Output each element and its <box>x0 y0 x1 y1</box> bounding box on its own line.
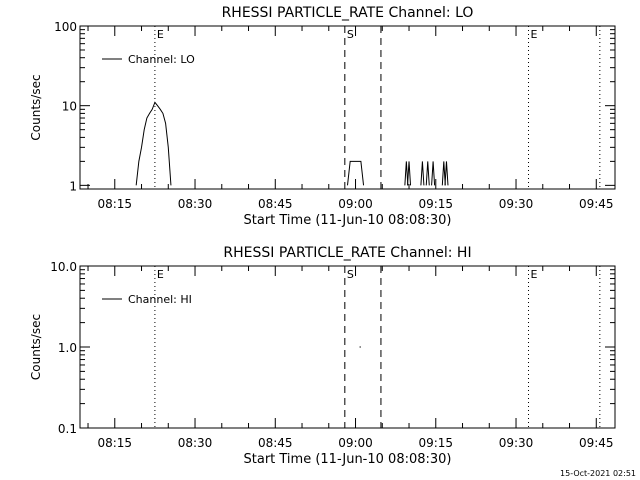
event-marker-label: S <box>347 268 354 281</box>
chart-panel-hi: RHESSI PARTICLE_RATE Channel: HI 0.1 1.0 10… <box>29 245 616 467</box>
chart-panel-lo: RHESSI PARTICLE_RATE Channel: LO 1 10 100 08… <box>29 5 616 228</box>
data-spike <box>407 161 412 186</box>
x-tick-label: 08:45 <box>258 197 293 211</box>
data-spike <box>404 161 409 186</box>
legend-label: Channel: LO <box>128 53 195 66</box>
event-marker-label: S <box>347 28 354 41</box>
y-axis-label: Counts/sec <box>29 314 43 380</box>
event-marker-label: E <box>157 268 164 281</box>
event-marker-label: E <box>531 268 538 281</box>
x-axis-label: Start Time (11-Jun-10 08:08:30) <box>244 452 452 467</box>
x-tick-label: 09:00 <box>338 436 373 450</box>
x-tick-label: 08:30 <box>178 197 213 211</box>
x-tick-label: 09:15 <box>418 436 453 450</box>
y-tick-label: 10 <box>62 100 77 114</box>
y-tick-label: 1 <box>69 179 77 193</box>
data-spike <box>431 161 436 186</box>
y-tick-label: 1.0 <box>58 341 77 355</box>
x-tick-label: 09:30 <box>499 197 534 211</box>
data-series-line <box>347 160 365 186</box>
x-tick-label: 08:15 <box>97 436 132 450</box>
data-series-line <box>135 101 172 186</box>
event-marker-label: E <box>157 28 164 41</box>
event-marker-label: E <box>531 28 538 41</box>
plot-frame <box>79 25 616 190</box>
x-tick-label: 09:45 <box>579 197 614 211</box>
x-tick-label: 08:45 <box>258 436 293 450</box>
x-tick-label: 09:15 <box>418 197 453 211</box>
legend-label: Channel: HI <box>128 293 192 306</box>
y-tick-label: 100 <box>54 20 77 34</box>
chart-title: RHESSI PARTICLE_RATE Channel: LO <box>222 5 474 21</box>
x-tick-label: 08:15 <box>97 197 132 211</box>
chart-title: RHESSI PARTICLE_RATE Channel: HI <box>223 245 471 261</box>
y-tick-label: 10.0 <box>50 260 77 274</box>
y-tick-label: 0.1 <box>58 422 77 436</box>
data-spike <box>425 161 430 186</box>
x-axis-label: Start Time (11-Jun-10 08:08:30) <box>244 213 452 228</box>
data-spike <box>444 161 449 186</box>
y-axis-label: Counts/sec <box>29 74 43 140</box>
generated-timestamp: 15-Oct-2021 02:51 <box>560 469 636 478</box>
data-spike <box>420 161 425 186</box>
x-tick-label: 09:45 <box>579 436 614 450</box>
plot-frame <box>79 265 616 429</box>
x-tick-label: 09:30 <box>499 436 534 450</box>
x-tick-label: 09:00 <box>338 197 373 211</box>
data-spike <box>441 161 446 186</box>
x-tick-label: 08:30 <box>178 436 213 450</box>
